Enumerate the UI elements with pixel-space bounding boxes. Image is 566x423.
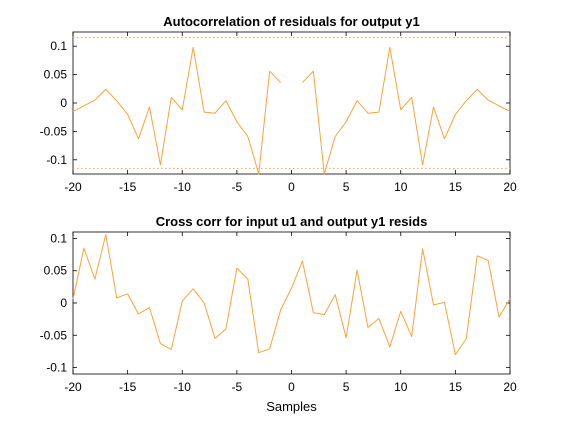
x-tick-label-top: 15	[449, 180, 463, 194]
y-tick-label-bottom: -0.1	[46, 361, 67, 375]
x-tick-label-bottom: 15	[449, 380, 463, 394]
y-tick-label-bottom: -0.05	[40, 328, 68, 342]
series-line-bottom	[72, 234, 511, 356]
x-tick-label-bottom: -20	[64, 380, 82, 394]
y-tick-label-bottom: 0	[60, 296, 67, 310]
subplot-autocorrelation: Autocorrelation of residuals for output …	[40, 14, 517, 194]
plot-content-bottom: -20 -15 -10 -5 0 5 10 15 20 0.1 0.05 0 -0.05 -0.1	[40, 231, 517, 394]
y-tick-label-bottom: 0.1	[50, 231, 67, 245]
x-tick-label-bottom: -5	[232, 380, 243, 394]
x-tick-label-bottom: -10	[174, 380, 192, 394]
x-tick-label-top: 10	[394, 180, 408, 194]
plot-area-top	[72, 31, 511, 175]
x-tick-label-bottom: 20	[503, 380, 517, 394]
x-tick-label-top: 20	[503, 180, 517, 194]
y-tick-label-top: 0.1	[50, 39, 67, 53]
x-tick-label-top: 5	[343, 180, 350, 194]
x-tick-label-top: -20	[64, 180, 82, 194]
y-tick-label-top: -0.05	[40, 124, 68, 138]
x-tick-label-top: -15	[119, 180, 137, 194]
x-tick-label-bottom: 5	[343, 380, 350, 394]
plot-area-bottom	[72, 231, 511, 375]
x-tick-label-bottom: 10	[394, 380, 408, 394]
plot-content-top: -20 -15 -10 -5 0 5 10 15 20 0.1 0.05 0 -0.05 -0.1	[40, 32, 517, 194]
y-tick-label-top: -0.1	[46, 153, 67, 167]
subplot-cross-correlation: Cross corr for input u1 and output y1 re…	[40, 214, 517, 414]
x-tick-label-top: -10	[174, 180, 192, 194]
x-tick-label-bottom: -15	[119, 380, 137, 394]
chart-title-top: Autocorrelation of residuals for output …	[163, 14, 419, 29]
x-tick-label-top: 0	[288, 180, 295, 194]
x-axis-label: Samples	[266, 399, 317, 414]
x-tick-label-top: -5	[232, 180, 243, 194]
series-line-top	[302, 46, 511, 175]
series-line-top	[72, 46, 281, 175]
y-tick-label-top: 0	[60, 96, 67, 110]
y-tick-label-top: 0.05	[44, 68, 68, 82]
x-tick-label-bottom: 0	[288, 380, 295, 394]
chart-title-bottom: Cross corr for input u1 and output y1 re…	[156, 214, 428, 229]
y-tick-label-bottom: 0.05	[44, 264, 68, 278]
